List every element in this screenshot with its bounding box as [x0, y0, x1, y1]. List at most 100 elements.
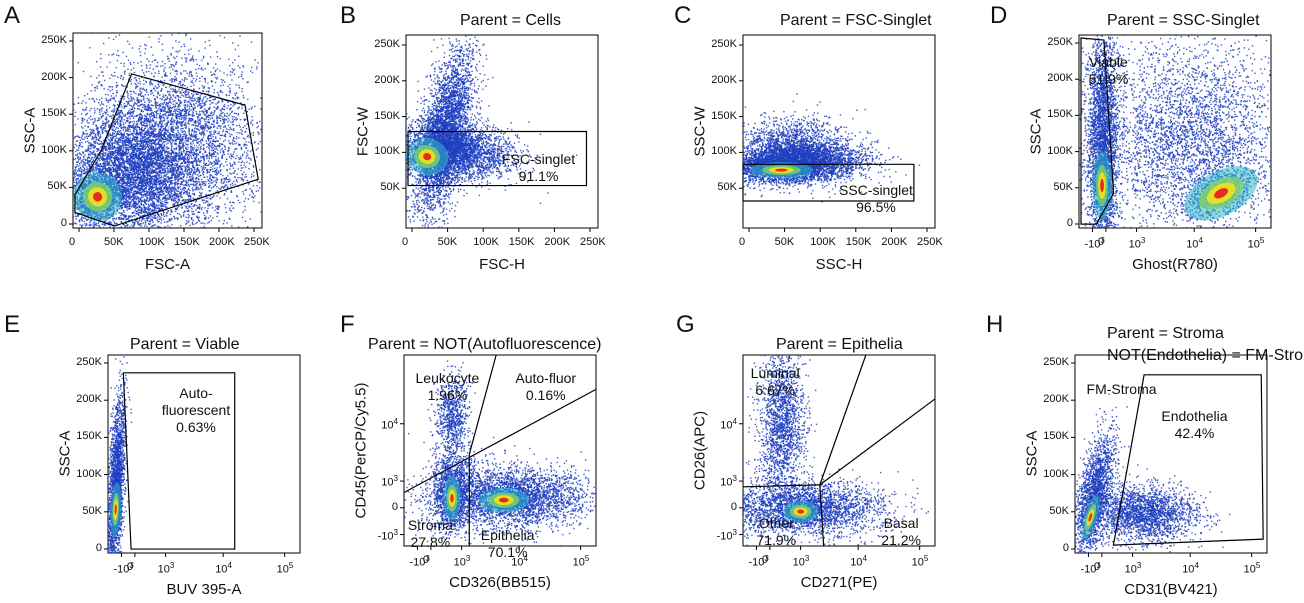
event-dot — [118, 125, 121, 127]
event-dot — [151, 208, 153, 211]
event-dot — [123, 139, 126, 141]
event-dot — [133, 126, 135, 129]
event-dot — [152, 204, 154, 206]
event-dot — [131, 177, 133, 179]
event-dot — [126, 237, 127, 238]
event-dot — [163, 114, 165, 116]
event-dot — [82, 166, 85, 168]
event-dot — [145, 193, 147, 195]
event-dot — [92, 166, 94, 168]
event-dot — [115, 67, 117, 69]
event-dot — [71, 184, 72, 185]
event-dot — [120, 148, 122, 151]
event-dot — [61, 125, 62, 126]
event-dot — [155, 187, 158, 189]
event-dot — [82, 131, 84, 134]
event-dot — [107, 121, 110, 123]
event-dot — [162, 146, 164, 148]
event-dot — [143, 121, 145, 123]
event-dot — [204, 123, 206, 125]
event-dot — [98, 148, 100, 150]
event-dot — [161, 182, 163, 184]
event-dot — [120, 153, 123, 155]
event-dot — [68, 187, 69, 188]
event-dot — [174, 109, 176, 112]
event-dot — [173, 164, 175, 167]
event-dot — [157, 137, 160, 139]
event-dot — [101, 110, 103, 112]
event-dot — [141, 191, 143, 193]
event-dot — [137, 208, 140, 211]
event-dot — [70, 151, 71, 152]
event-dot — [89, 225, 91, 227]
event-dot — [102, 230, 103, 231]
event-dot — [125, 218, 127, 220]
event-dot — [55, 158, 56, 159]
event-dot — [136, 123, 139, 125]
event-dot — [62, 121, 63, 122]
event-dot — [121, 158, 124, 160]
event-dot — [152, 184, 154, 187]
event-dot — [104, 127, 106, 130]
event-dot — [119, 187, 121, 189]
event-dot — [143, 119, 145, 121]
event-dot — [127, 195, 130, 197]
event-dot — [139, 224, 141, 226]
event-dot — [88, 147, 90, 150]
event-dot — [173, 167, 175, 169]
event-dot — [186, 170, 188, 172]
event-dot — [139, 154, 141, 156]
event-dot — [139, 54, 142, 57]
event-dot — [111, 117, 113, 119]
event-dot — [79, 224, 81, 226]
event-dot — [126, 209, 128, 211]
event-dot — [141, 133, 144, 135]
event-dot — [199, 95, 201, 97]
event-dot — [51, 167, 52, 168]
event-dot — [139, 143, 142, 145]
event-dot — [182, 178, 184, 181]
event-dot — [159, 180, 162, 182]
event-dot — [159, 193, 161, 196]
event-dot — [199, 160, 202, 162]
event-dot — [108, 133, 110, 135]
event-dot — [73, 129, 74, 131]
event-dot — [97, 149, 99, 151]
event-dot — [95, 161, 97, 163]
event-dot — [107, 169, 109, 171]
event-dot — [118, 137, 121, 140]
event-dot — [148, 187, 151, 189]
event-dot — [124, 214, 126, 217]
event-dot — [111, 139, 113, 141]
event-dot — [152, 183, 154, 185]
event-dot — [136, 177, 139, 179]
event-dot — [164, 169, 167, 171]
event-dot — [143, 180, 145, 182]
event-dot — [136, 217, 138, 219]
event-dot — [169, 135, 171, 137]
event-dot — [142, 175, 145, 177]
event-dot — [84, 232, 85, 233]
event-dot — [175, 157, 177, 159]
event-dot — [134, 222, 136, 224]
event-dot — [120, 229, 121, 230]
event-dot — [151, 218, 153, 221]
event-dot — [157, 205, 159, 207]
event-dot — [141, 177, 143, 179]
event-dot — [148, 158, 150, 160]
event-dot — [122, 214, 125, 216]
event-dot — [155, 181, 158, 183]
event-dot — [150, 218, 152, 220]
event-dot — [146, 145, 148, 148]
event-dot — [113, 157, 116, 160]
event-dot — [153, 204, 155, 207]
event-dot — [146, 225, 148, 227]
event-dot — [108, 86, 110, 88]
event-dot — [136, 154, 138, 156]
event-dot — [140, 114, 142, 116]
event-dot — [142, 172, 144, 174]
event-dot — [107, 138, 110, 141]
event-dot — [104, 93, 107, 96]
event-dot — [159, 122, 161, 124]
event-dot — [169, 157, 171, 159]
